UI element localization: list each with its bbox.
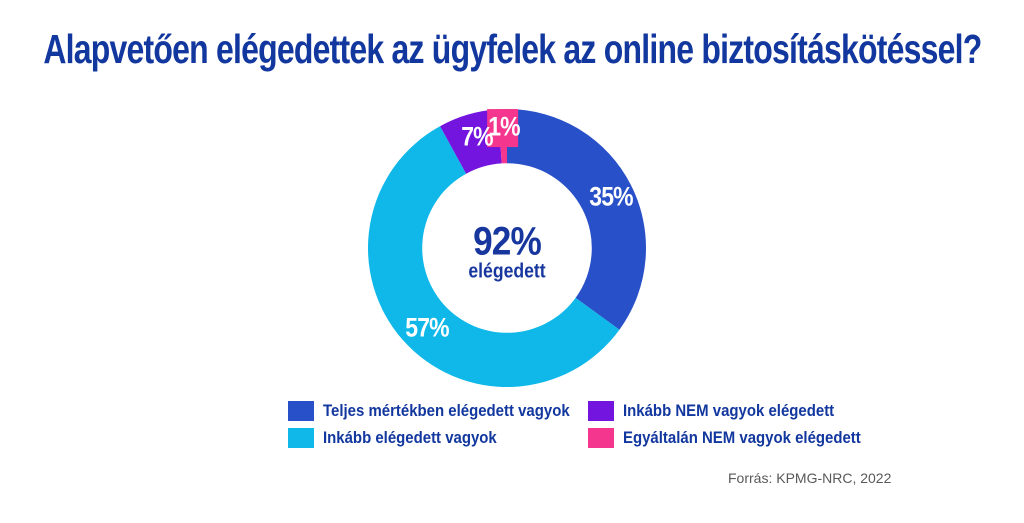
donut-segment-2: [440, 109, 502, 174]
legend-swatch-rather-satisfied: [288, 428, 314, 448]
segment-label-rather-satisfied: 57%: [405, 312, 449, 343]
legend-item-not-at-all-satisfied: Egyáltalán NEM vagyok elégedett: [588, 428, 893, 448]
source-text: Forrás: KPMG-NRC, 2022: [728, 470, 892, 486]
legend-swatch-rather-not-satisfied: [588, 401, 614, 421]
legend-label-fully-satisfied: Teljes mértékben elégedett vagyok: [323, 401, 570, 420]
legend-swatch-not-at-all-satisfied: [588, 428, 614, 448]
donut-center-value: 92%: [473, 219, 542, 264]
chart-title: Alapvetően elégedettek az ügyfelek az on…: [42, 26, 982, 72]
donut-chart: [367, 108, 646, 388]
callout-box: [487, 109, 519, 148]
legend-item-fully-satisfied: Teljes mértékben elégedett vagyok: [288, 401, 603, 421]
segment-label-rather-not-satisfied: 7%: [461, 121, 493, 152]
legend-label-rather-satisfied: Inkább elégedett vagyok: [323, 428, 497, 447]
title-row: Alapvetően elégedettek az ügyfelek az on…: [0, 26, 1024, 73]
legend-swatch-fully-satisfied: [288, 401, 314, 421]
segment-label-not-at-all-satisfied: 1%: [488, 111, 520, 142]
segment-label-fully-satisfied: 35%: [589, 181, 633, 212]
legend-label-rather-not-satisfied: Inkább NEM vagyok elégedett: [623, 401, 835, 420]
donut-segment-1: [367, 126, 620, 388]
legend-label-not-at-all-satisfied: Egyáltalán NEM vagyok elégedett: [623, 428, 861, 447]
donut-segment-0: [507, 109, 646, 330]
legend-item-rather-satisfied: Inkább elégedett vagyok: [288, 428, 520, 448]
legend-item-rather-not-satisfied: Inkább NEM vagyok elégedett: [588, 401, 863, 421]
donut-center-caption: elégedett: [468, 260, 546, 283]
